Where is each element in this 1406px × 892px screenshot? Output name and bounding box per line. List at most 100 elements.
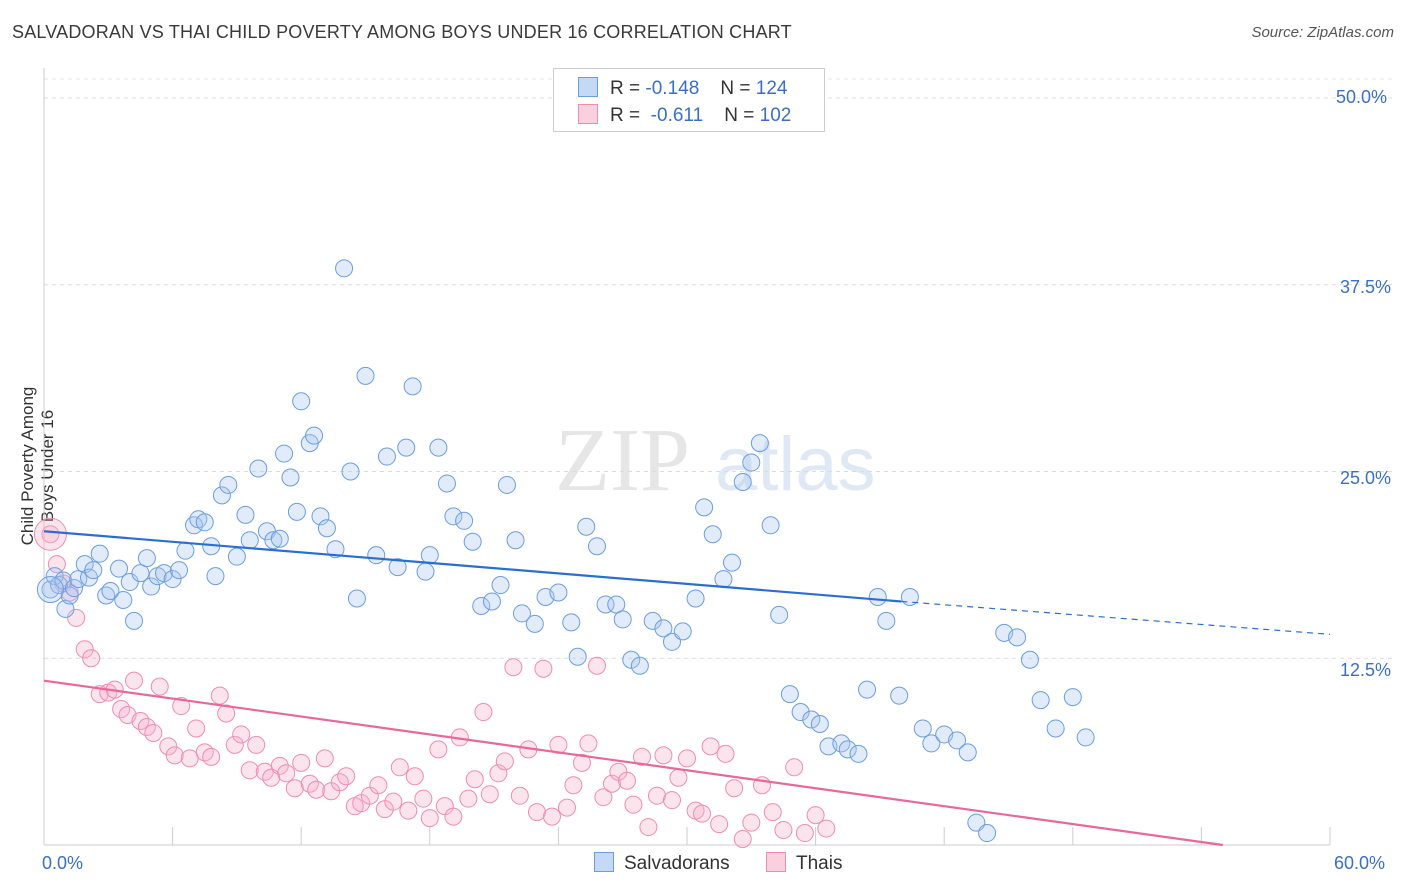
y-tick-25: 25.0% [1340,468,1392,488]
data-point [770,605,789,624]
data-point [41,580,60,599]
data-point [236,505,255,524]
data-point [429,740,448,759]
data-point [311,507,330,526]
data-point [465,770,484,789]
data-point [397,438,416,457]
trend-lines [43,530,1331,847]
data-point [474,703,493,722]
data-point [630,656,649,675]
data-point [210,686,229,705]
data-point [587,537,606,556]
data-point [326,540,345,559]
data-point [958,743,977,762]
data-point [806,806,825,825]
data-point [403,377,422,396]
data-point [170,561,189,580]
data-point [613,610,632,629]
data-point [125,611,144,630]
legend-n-value: 124 [755,78,788,99]
data-point [240,761,259,780]
data-point [377,447,396,466]
data-point [686,589,705,608]
legend-label-thais: Thais [796,853,843,874]
data-point [761,516,780,535]
data-point [420,546,439,565]
data-point [512,604,531,623]
data-point [388,558,407,577]
data-point [225,735,244,754]
source-label: Source: ZipAtlas.com [1251,24,1394,41]
data-point [742,813,761,832]
data-point [693,804,712,823]
data-point [444,807,463,826]
data-point [654,746,673,765]
data-point [868,587,887,606]
data-point [594,788,613,807]
data-point [367,546,386,565]
data-point [669,768,688,787]
data-point [317,519,336,538]
data-point [1076,728,1095,747]
pink-swatch-icon [578,104,598,124]
data-point [416,562,435,581]
data-point [890,686,909,705]
data-point [527,803,546,822]
data-point [791,703,810,722]
data-point [399,801,418,820]
data-point [384,792,403,811]
data-point [67,608,86,627]
data-point [632,747,651,766]
data-point [206,567,225,586]
data-point [275,444,294,463]
data-point [858,680,877,699]
blue-swatch-icon [594,852,614,872]
data-point [802,710,821,729]
data-point [714,570,733,589]
data-point [913,719,932,738]
data-point [347,589,366,608]
data-point [232,725,251,744]
data-point [1031,691,1050,710]
legend-n-label: N = [724,105,755,126]
data-point [723,553,742,572]
y-tick-12-5: 12.5% [1340,660,1392,680]
data-point [172,697,191,716]
data-point [1020,650,1039,669]
data-point [506,531,525,550]
data-point [978,824,997,843]
legend-row-thais: R = -0.611 N = 102 [578,104,791,127]
data-point [577,517,596,536]
data-point [654,619,673,638]
data-point [277,764,296,783]
data-point [607,595,626,614]
data-point [701,737,720,756]
data-point [159,737,178,756]
data-point [292,753,311,772]
data-point [617,771,636,790]
data-point [504,658,523,677]
data-point [163,570,182,589]
data-point [142,577,161,596]
data-point [643,611,662,630]
y-tick-50: 50.0% [1336,87,1388,107]
data-point [463,532,482,551]
data-point [455,511,474,530]
data-point [810,714,829,733]
data-point [562,613,581,632]
data-point [877,611,896,630]
data-point [335,259,354,278]
data-point [733,830,752,849]
data-point [763,803,782,822]
data-point [678,749,696,768]
data-point [1046,719,1065,738]
data-point [495,752,514,771]
data-point [437,474,456,493]
data-point [497,475,516,494]
watermark-zip: ZIP [555,411,690,510]
data-point [785,758,804,777]
x-tick-min: 0.0% [42,853,84,873]
data-point [429,438,448,457]
legend-r-value: -0.148 [645,78,700,99]
data-point [542,807,561,826]
